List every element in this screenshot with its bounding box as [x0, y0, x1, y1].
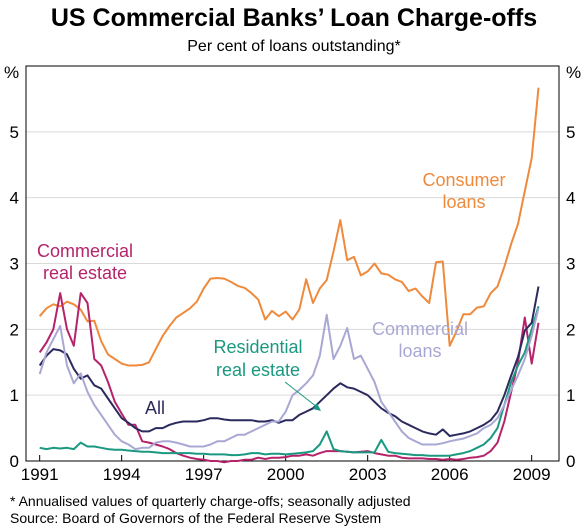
x-tick-2006: 2006 [431, 465, 469, 484]
label-commercial-real-estate: Commercial real estate [37, 241, 133, 283]
label-commercial-loans: Commercial loans [372, 319, 468, 361]
x-tick-1994: 1994 [103, 465, 141, 484]
y-tick-left-0: 0 [10, 452, 19, 471]
series-line-residential-real-estate [39, 306, 540, 457]
y-unit-right: % [566, 63, 581, 82]
y-unit-left: % [4, 63, 19, 82]
series-line-commercial-real-estate [38, 292, 540, 464]
y-tick-right-1: 1 [566, 386, 575, 405]
label-consumer-loans-line1: Consumer [422, 170, 505, 190]
x-tick-2003: 2003 [349, 465, 387, 484]
label-residential-real-estate-line1: Residential [213, 337, 302, 357]
y-tick-left-4: 4 [10, 189, 19, 208]
series-line-consumer-loans [38, 87, 540, 367]
label-consumer-loans-line2: loans [442, 192, 485, 212]
residential-label-arrow [284, 381, 318, 408]
x-tick-2009: 2009 [513, 465, 551, 484]
x-tick-1991: 1991 [21, 465, 59, 484]
x-tick-labels: 1991 1994 1997 2000 2003 2006 2009 [21, 455, 551, 484]
series-line-all [38, 286, 540, 437]
label-consumer-loans: Consumer loans [422, 170, 505, 212]
x-tick-1997: 1997 [185, 465, 223, 484]
y-tick-left-3: 3 [10, 255, 19, 274]
source-note: Source: Board of Governors of the Federa… [10, 510, 381, 526]
y-tick-right-4: 4 [566, 189, 575, 208]
label-commercial-real-estate-line1: Commercial [37, 241, 133, 261]
y-tick-left-5: 5 [10, 123, 19, 142]
gridlines [26, 131, 559, 396]
chart-title: US Commercial Banks’ Loan Charge-offs [51, 4, 537, 32]
label-commercial-real-estate-line2: real estate [43, 263, 127, 283]
footnote: * Annualised values of quarterly charge-… [10, 493, 411, 509]
plot-frame [25, 65, 560, 462]
series-line-commercial-loans [38, 308, 540, 451]
label-all-line1: All [145, 398, 165, 418]
label-commercial-loans-line2: loans [398, 341, 441, 361]
label-residential-real-estate-line2: real estate [216, 360, 300, 380]
label-all: All [145, 398, 165, 418]
residential-label-arrowhead [313, 403, 321, 411]
label-residential-real-estate: Residential real estate [213, 337, 302, 380]
chart-subtitle: Per cent of loans outstanding* [187, 38, 400, 55]
y-tick-right-5: 5 [566, 123, 575, 142]
y-tick-left-2: 2 [10, 320, 19, 339]
y-tick-right-0: 0 [566, 452, 575, 471]
y-tick-right-3: 3 [566, 255, 575, 274]
y-tick-labels: 0 0 1 1 2 2 3 3 4 4 5 5 [10, 123, 576, 471]
y-tick-right-2: 2 [566, 320, 575, 339]
label-commercial-loans-line1: Commercial [372, 319, 468, 339]
series-lines [38, 87, 540, 464]
y-tick-left-1: 1 [10, 386, 19, 405]
x-tick-2000: 2000 [267, 465, 305, 484]
